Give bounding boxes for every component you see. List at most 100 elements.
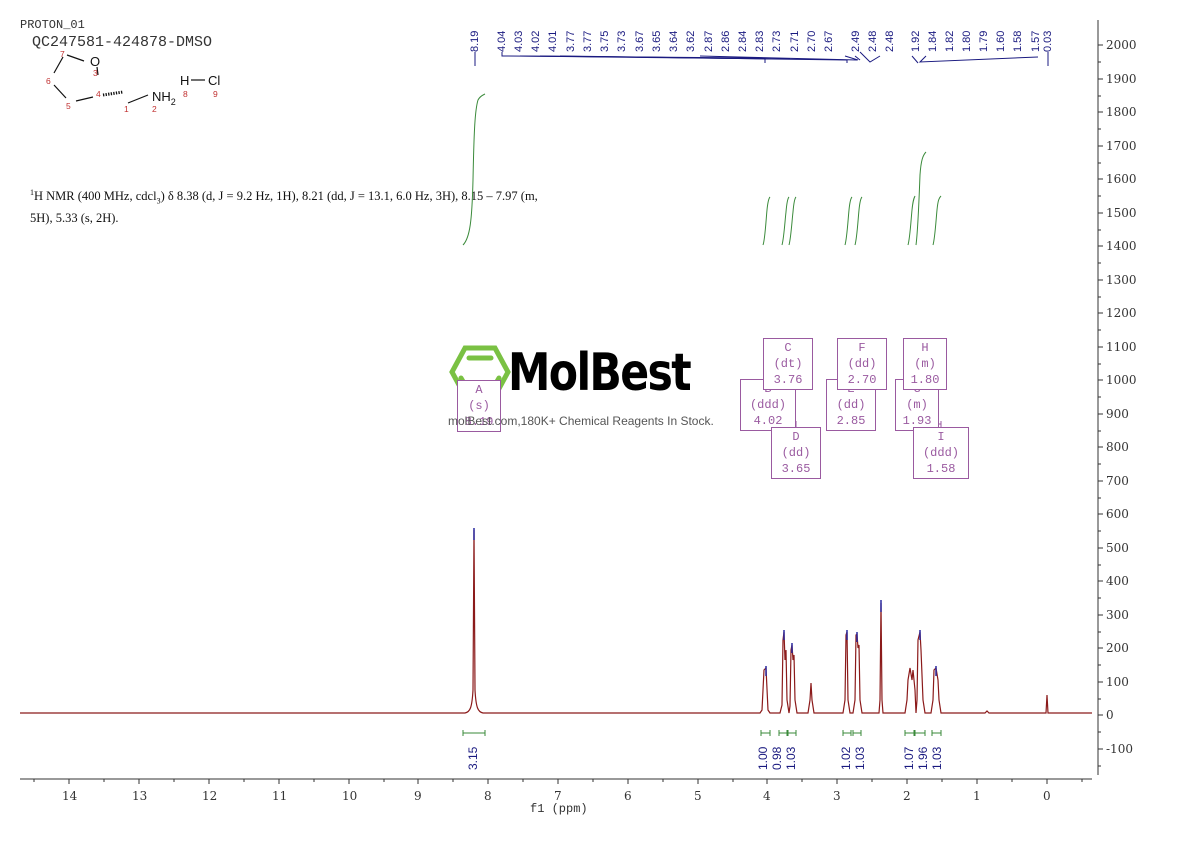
multiplet-type: D (dd): [781, 430, 811, 460]
multiplet-type: I (ddd): [922, 430, 959, 460]
integral-value: 0.98: [770, 746, 784, 770]
svg-text:7: 7: [60, 49, 65, 59]
multiplet-shift: 8.19: [464, 415, 494, 429]
x-tick: 2: [903, 789, 911, 803]
peak-label: 2.83: [754, 30, 766, 52]
peak-label: 4.01: [547, 30, 559, 52]
peak-label: 3.73: [616, 30, 628, 52]
peak-label: 1.80: [961, 30, 973, 52]
multiplet-box-d: D (dd) 3.65: [771, 427, 821, 479]
multiplet-shift: 1.80: [910, 373, 940, 387]
peak-label: 3.67: [634, 30, 646, 52]
peak-label: 2.48: [884, 30, 896, 52]
multiplet-box-a: A (s) 8.19: [457, 380, 501, 432]
y-tick: 100: [1106, 675, 1129, 689]
x-tick: 10: [342, 789, 358, 803]
x-tick: 14: [62, 789, 78, 803]
oxygen-atom: O: [90, 54, 100, 69]
integral-value: 1.03: [930, 746, 944, 770]
nmr-line2: 5H), 5.33 (s, 2H).: [30, 210, 119, 225]
x-tick: 6: [624, 789, 632, 803]
multiplet-shift: 3.76: [773, 373, 803, 387]
integral-brackets: [462, 730, 942, 736]
integral-value: 3.15: [466, 746, 480, 770]
multiplet-box-f: F (dd) 2.70: [837, 338, 887, 390]
peak-label: 3.77: [565, 30, 577, 52]
peak-label: 2.87: [703, 30, 715, 52]
y-tick: 1300: [1106, 273, 1137, 287]
integral-value: 1.07: [902, 746, 916, 770]
x-tick: 12: [202, 789, 218, 803]
nmr-description: 1H NMR (400 MHz, cdcl3) δ 8.38 (d, J = 9…: [30, 184, 590, 227]
peak-label: 2.73: [771, 30, 783, 52]
y-tick: 1700: [1106, 139, 1137, 153]
molbest-logo-text: MolBest: [508, 343, 692, 403]
svg-text:1: 1: [124, 104, 129, 114]
amine-group: NH2: [152, 89, 176, 107]
multiplet-box-e: E (dd) 2.85: [826, 379, 876, 431]
y-tick: 1100: [1106, 340, 1137, 354]
spectrum-trace: [20, 529, 1092, 714]
y-tick: 1900: [1106, 72, 1137, 86]
x-tick: 9: [414, 789, 422, 803]
peak-label: 3.77: [582, 30, 594, 52]
x-tick: 3: [833, 789, 841, 803]
multiplet-type: A (s): [468, 383, 490, 413]
x-axis: [20, 778, 1092, 784]
y-tick: 1500: [1106, 206, 1137, 220]
sample-title: QC247581-424878-DMSO: [32, 34, 213, 51]
y-tick: 900: [1106, 407, 1129, 421]
x-tick: 8: [484, 789, 492, 803]
peak-label: 3.64: [668, 30, 680, 52]
svg-text:2: 2: [152, 104, 157, 114]
integral-value: 1.02: [839, 746, 853, 770]
x-tick: 0: [1043, 789, 1051, 803]
x-tick: 5: [694, 789, 702, 803]
peak-label: 4.02: [530, 30, 542, 52]
svg-text:Cl: Cl: [208, 73, 220, 88]
y-tick: 0: [1106, 708, 1114, 722]
y-tick: 1600: [1106, 172, 1137, 186]
superscript: 1: [30, 188, 34, 197]
peak-label: 1.57: [1030, 30, 1042, 52]
molecule-structure: O NH2 H Cl 7 3 6 4 5 1 2 8 9: [46, 49, 220, 114]
y-tick: 2000: [1106, 38, 1137, 52]
y-tick: 800: [1106, 440, 1129, 454]
nmr-line1-rest: ) δ 8.38 (d, J = 9.2 Hz, 1H), 8.21 (dd, …: [160, 189, 538, 204]
x-tick: 13: [132, 789, 148, 803]
peak-label: 1.79: [978, 30, 990, 52]
svg-text:4: 4: [96, 89, 101, 99]
multiplet-shift: 3.65: [781, 462, 811, 476]
subscript: 3: [156, 196, 161, 206]
peak-label: 2.48: [867, 30, 879, 52]
peak-label: 2.67: [823, 30, 835, 52]
svg-text:H: H: [180, 73, 189, 88]
x-tick: 4: [763, 789, 771, 803]
experiment-title: PROTON_01: [20, 18, 85, 32]
y-tick: 200: [1106, 641, 1129, 655]
y-tick: 1200: [1106, 306, 1137, 320]
multiplet-shift: 2.70: [847, 373, 877, 387]
peak-label: 0.03: [1042, 30, 1054, 52]
peak-label: 1.82: [944, 30, 956, 52]
multiplet-shift: 2.85: [836, 414, 866, 428]
peak-label: 3.75: [599, 30, 611, 52]
y-tick: 1800: [1106, 105, 1137, 119]
y-tick: 400: [1106, 574, 1129, 588]
svg-text:3: 3: [93, 68, 98, 78]
x-tick: 11: [272, 789, 288, 803]
peak-label: 2.71: [789, 30, 801, 52]
y-tick: 500: [1106, 541, 1129, 555]
nmr-line1: H NMR (400 MHz, cdcl: [34, 189, 157, 204]
y-tick: 300: [1106, 608, 1129, 622]
y-axis: [1097, 20, 1103, 775]
peak-label: 1.84: [927, 30, 939, 52]
peak-label-leaders: [474, 51, 1049, 66]
integral-value: 1.96: [916, 746, 930, 770]
peak-label: 2.84: [737, 30, 749, 52]
svg-text:5: 5: [66, 101, 71, 111]
multiplet-box-h: H (m) 1.80: [903, 338, 947, 390]
peak-label: 1.58: [1012, 30, 1024, 52]
integral-value: 1.03: [784, 746, 798, 770]
y-tick: -100: [1106, 742, 1133, 756]
